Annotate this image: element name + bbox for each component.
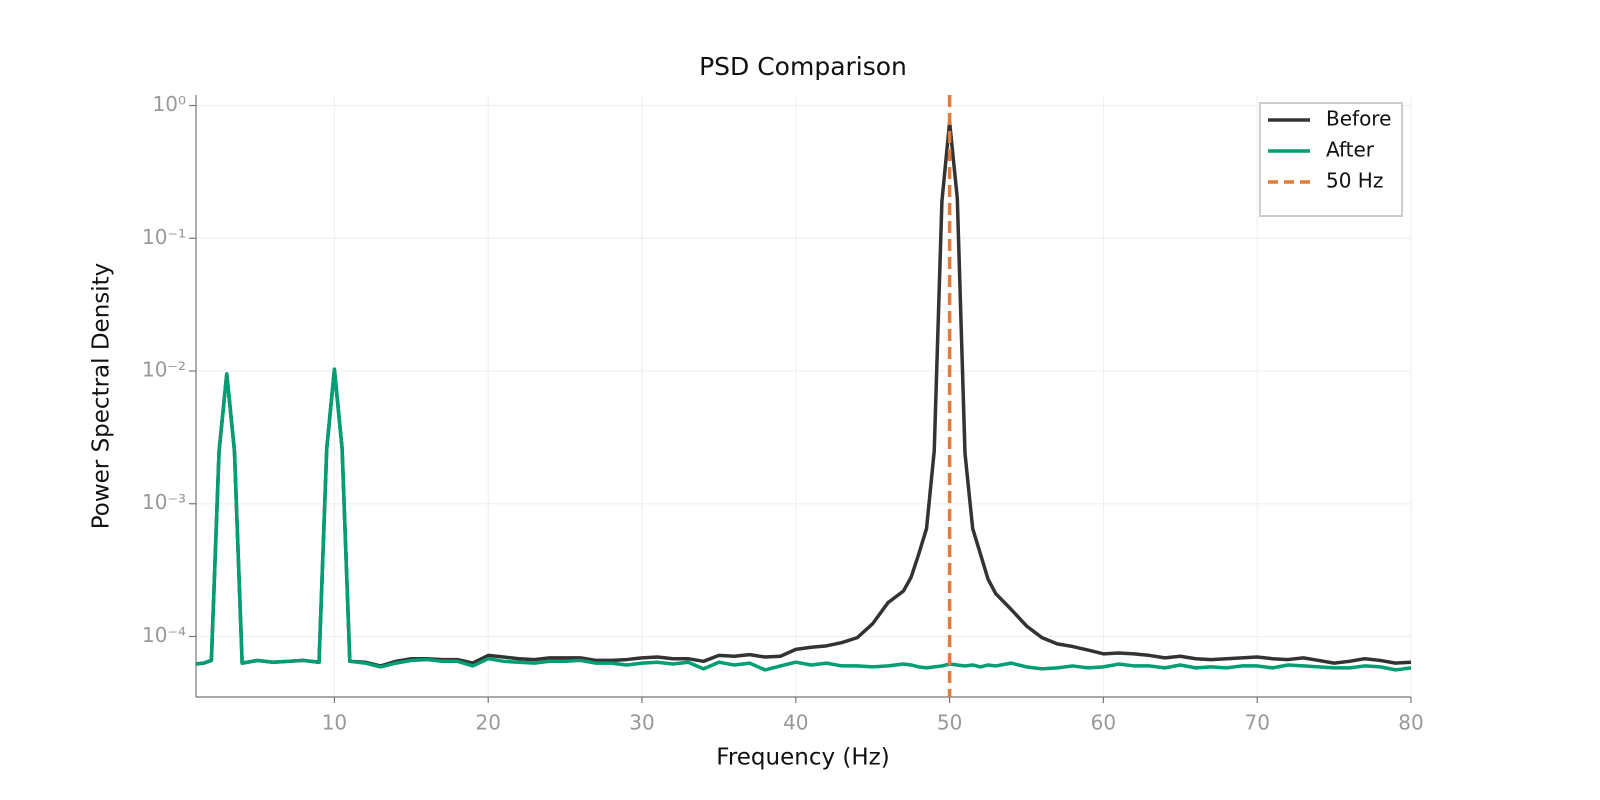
x-tick-label: 80: [1398, 711, 1423, 735]
y-tick-label: 10⁰: [153, 92, 186, 116]
x-tick-label: 70: [1244, 711, 1269, 735]
y-tick-label: 10⁻³: [142, 490, 186, 514]
chart-title: PSD Comparison: [699, 52, 907, 81]
x-tick-label: 20: [475, 711, 500, 735]
x-tick-label: 50: [937, 711, 962, 735]
x-axis-label: Frequency (Hz): [716, 745, 889, 771]
y-tick-label: 10⁻⁴: [142, 623, 186, 647]
series-line: [195, 120, 1412, 668]
y-tick-label: 10⁻¹: [142, 225, 186, 249]
legend-label: After: [1326, 138, 1375, 162]
legend-label: 50 Hz: [1326, 169, 1383, 193]
x-tick-label: 40: [783, 711, 808, 735]
legend-box: [1259, 102, 1403, 217]
x-tick-label: 30: [629, 711, 654, 735]
legend-label: Before: [1326, 107, 1391, 131]
y-tick-label: 10⁻²: [142, 357, 186, 381]
y-axis-label: Power Spectral Density: [89, 263, 115, 530]
x-tick-label: 10: [322, 711, 347, 735]
x-tick-label: 60: [1091, 711, 1116, 735]
series-line: [195, 367, 1412, 672]
